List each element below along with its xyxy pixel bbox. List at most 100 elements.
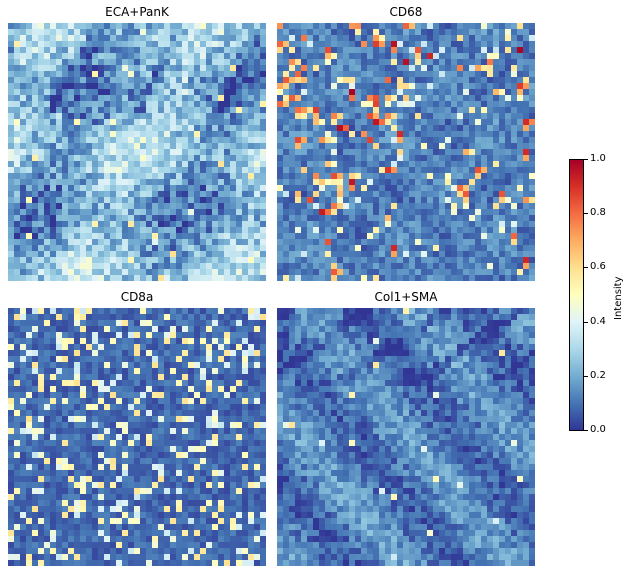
intensity-pixel	[224, 101, 231, 108]
intensity-pixel	[487, 209, 494, 216]
intensity-pixel	[248, 203, 255, 210]
intensity-pixel	[14, 314, 21, 321]
intensity-pixel	[433, 269, 440, 276]
intensity-pixel	[128, 227, 135, 234]
intensity-pixel	[218, 149, 225, 156]
intensity-pixel	[224, 320, 231, 327]
intensity-pixel	[361, 209, 368, 216]
intensity-pixel	[194, 386, 201, 393]
intensity-pixel	[92, 191, 99, 198]
intensity-pixel	[62, 368, 69, 375]
intensity-pixel	[62, 191, 69, 198]
intensity-pixel	[487, 227, 494, 234]
intensity-pixel	[230, 191, 237, 198]
intensity-pixel	[194, 185, 201, 192]
intensity-pixel	[451, 185, 458, 192]
intensity-pixel	[283, 203, 290, 210]
intensity-pixel	[487, 203, 494, 210]
intensity-pixel	[277, 29, 284, 36]
intensity-pixel	[481, 239, 488, 246]
intensity-pixel	[277, 263, 284, 270]
intensity-pixel	[445, 95, 452, 102]
intensity-pixel	[116, 119, 123, 126]
intensity-pixel	[260, 71, 266, 78]
intensity-pixel	[439, 41, 446, 48]
intensity-pixel	[134, 422, 141, 429]
intensity-pixel	[230, 107, 237, 114]
intensity-pixel	[134, 59, 141, 66]
intensity-pixel	[248, 356, 255, 363]
intensity-pixel	[182, 245, 189, 252]
intensity-pixel	[74, 275, 81, 281]
intensity-pixel	[475, 227, 482, 234]
intensity-pixel	[451, 221, 458, 228]
intensity-pixel	[445, 251, 452, 258]
intensity-pixel	[307, 149, 314, 156]
intensity-pixel	[493, 227, 500, 234]
intensity-pixel	[463, 215, 470, 222]
intensity-pixel	[56, 155, 63, 162]
intensity-pixel	[38, 185, 45, 192]
intensity-pixel	[493, 107, 500, 114]
intensity-pixel	[403, 113, 410, 120]
intensity-pixel	[86, 446, 93, 453]
intensity-pixel	[313, 221, 320, 228]
intensity-pixel	[56, 416, 63, 423]
intensity-pixel	[26, 410, 33, 417]
intensity-pixel	[200, 41, 207, 48]
intensity-pixel	[104, 197, 111, 204]
intensity-pixel	[457, 155, 464, 162]
intensity-pixel	[277, 131, 284, 138]
intensity-pixel	[230, 209, 237, 216]
intensity-pixel	[86, 29, 93, 36]
intensity-pixel	[26, 83, 33, 90]
intensity-pixel	[44, 410, 51, 417]
intensity-pixel	[200, 374, 207, 381]
intensity-pixel	[26, 23, 33, 30]
intensity-pixel	[188, 470, 195, 477]
intensity-pixel	[38, 233, 45, 240]
intensity-pixel	[140, 107, 147, 114]
intensity-pixel	[385, 197, 392, 204]
intensity-pixel	[289, 167, 296, 174]
intensity-pixel	[182, 446, 189, 453]
intensity-pixel	[206, 422, 213, 429]
intensity-pixel	[122, 173, 129, 180]
intensity-pixel	[74, 59, 81, 66]
intensity-pixel	[505, 101, 512, 108]
intensity-pixel	[44, 137, 51, 144]
intensity-pixel	[325, 101, 332, 108]
intensity-pixel	[14, 386, 21, 393]
intensity-pixel	[44, 113, 51, 120]
intensity-pixel	[158, 416, 165, 423]
intensity-pixel	[8, 344, 15, 351]
intensity-pixel	[38, 131, 45, 138]
intensity-pixel	[236, 362, 243, 369]
intensity-pixel	[122, 338, 129, 345]
intensity-pixel	[289, 239, 296, 246]
intensity-pixel	[349, 47, 356, 54]
intensity-pixel	[206, 338, 213, 345]
intensity-pixel	[104, 53, 111, 60]
intensity-pixel	[260, 29, 266, 36]
intensity-pixel	[44, 203, 51, 210]
intensity-pixel	[224, 326, 231, 333]
intensity-pixel	[457, 101, 464, 108]
intensity-pixel	[164, 107, 171, 114]
intensity-pixel	[98, 275, 105, 281]
intensity-pixel	[122, 71, 129, 78]
intensity-pixel	[152, 47, 159, 54]
intensity-pixel	[343, 65, 350, 72]
intensity-pixel	[409, 47, 416, 54]
intensity-pixel	[14, 119, 21, 126]
intensity-pixel	[146, 470, 153, 477]
intensity-pixel	[349, 191, 356, 198]
intensity-pixel	[248, 173, 255, 180]
intensity-pixel	[361, 35, 368, 42]
intensity-pixel	[116, 257, 123, 264]
intensity-pixel	[200, 77, 207, 84]
intensity-pixel	[8, 308, 15, 315]
intensity-pixel	[32, 263, 39, 270]
intensity-pixel	[481, 131, 488, 138]
intensity-pixel	[110, 452, 117, 459]
